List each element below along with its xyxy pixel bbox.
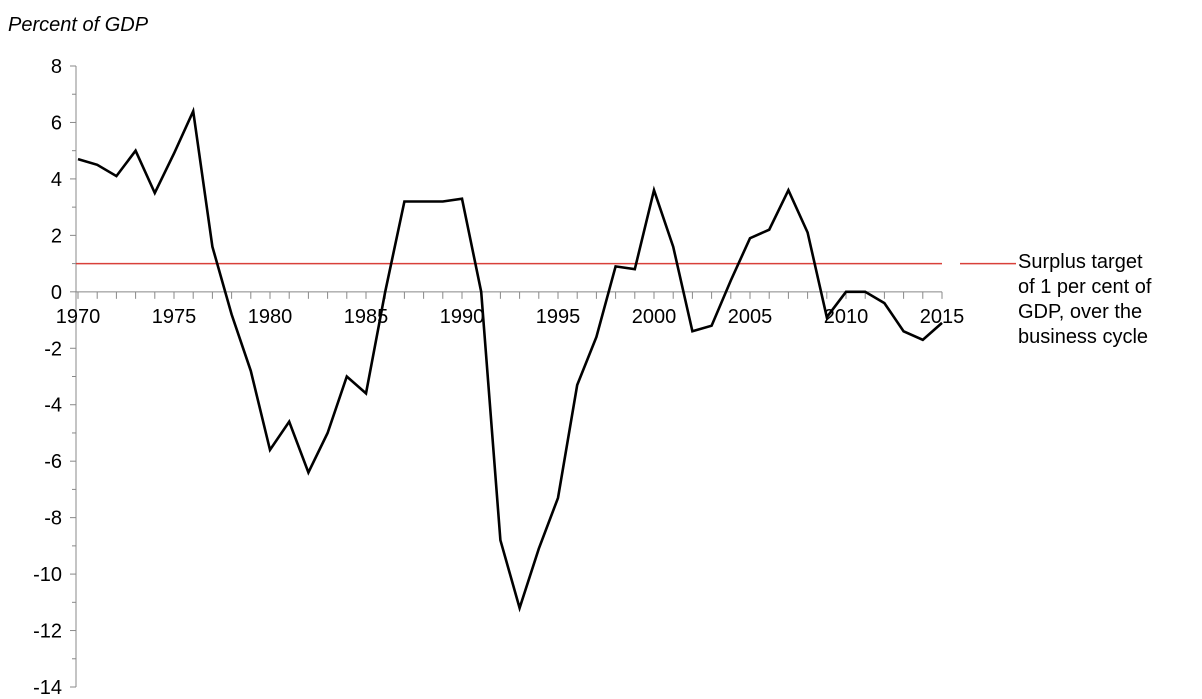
y-tick-label: -4 [44,395,62,417]
x-tick-label: 1975 [152,306,197,328]
y-tick-label: 0 [51,282,62,304]
y-tick-label: -14 [33,677,62,699]
series-group [77,106,943,613]
x-tick-label: 1990 [440,306,485,328]
x-tick-label: 2010 [824,306,869,328]
annotation-line-2: of 1 per cent of [1018,276,1152,298]
x-tick-label: 1970 [56,306,101,328]
y-tick-label: 2 [51,225,62,247]
x-tick-label: 2015 [920,306,965,328]
y-axis-title: Percent of GDP [8,14,149,36]
x-tick-label: 2005 [728,306,773,328]
annotation-line-3: GDP, over the [1018,301,1143,323]
y-tick-label: -10 [33,564,62,586]
y-tick-label: -8 [44,508,62,530]
x-tick-label: 2000 [632,306,677,328]
y-tick-label: -12 [33,621,62,643]
y-axis: 8 6 4 2 0 -2 -4 -6 -8 -10 -12 -14 [33,56,77,699]
annotation-line-4: business cycle [1018,326,1149,348]
y-tick-label: -2 [44,338,62,360]
surplus-target-annotation: Surplus target of 1 per cent of GDP, ove… [1018,250,1151,350]
x-tick-label: 1985 [344,306,389,328]
x-axis: 1970 1975 1980 1985 1990 1995 2000 2005 2010 2015 [56,291,965,328]
y-tick-label: -6 [44,451,62,473]
y-tick-label: 8 [51,56,62,78]
x-tick-label: 1980 [248,306,293,328]
y-tick-label: 6 [51,112,62,134]
y-tick-label: 4 [51,169,62,191]
budget-balance-series-line [77,106,943,613]
annotation-line-1: Surplus target [1018,251,1143,273]
x-tick-label: 1995 [536,306,581,328]
